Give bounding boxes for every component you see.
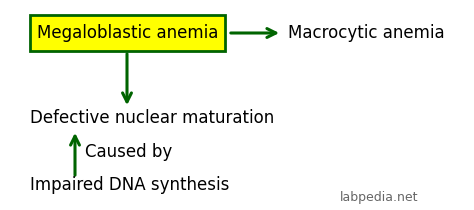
Text: Macrocytic anemia: Macrocytic anemia [288, 24, 445, 42]
Text: Impaired DNA synthesis: Impaired DNA synthesis [30, 176, 229, 194]
Text: Megaloblastic anemia: Megaloblastic anemia [37, 24, 218, 42]
Text: Caused by: Caused by [85, 143, 172, 161]
Text: Defective nuclear maturation: Defective nuclear maturation [30, 109, 274, 127]
FancyBboxPatch shape [30, 15, 225, 51]
Text: labpedia.net: labpedia.net [340, 192, 419, 205]
